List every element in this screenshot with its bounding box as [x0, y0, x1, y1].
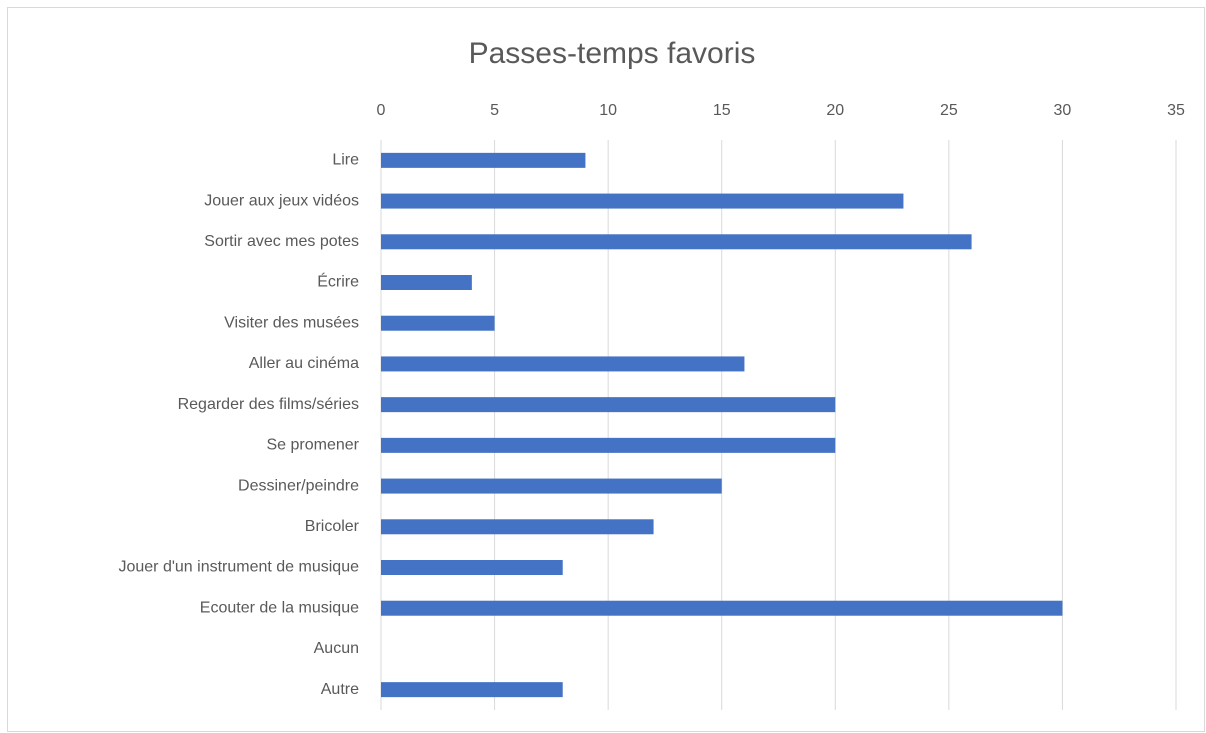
y-tick-label: Jouer aux jeux vidéos	[204, 192, 359, 209]
bar	[381, 234, 972, 250]
bar	[381, 193, 904, 209]
x-tick-label: 30	[1054, 102, 1072, 119]
bar	[381, 152, 586, 168]
y-tick-label: Aucun	[314, 640, 359, 657]
x-tick-label: 35	[1167, 102, 1185, 119]
x-tick-label: 0	[377, 102, 386, 119]
x-tick-label: 25	[940, 102, 958, 119]
y-tick-label: Regarder des films/séries	[178, 396, 359, 413]
x-tick-label: 10	[599, 102, 617, 119]
y-tick-label: Sortir avec mes potes	[204, 233, 359, 250]
bar	[381, 682, 563, 698]
y-tick-label: Dessiner/peindre	[238, 477, 359, 494]
bar	[381, 437, 836, 453]
x-tick-label: 20	[826, 102, 844, 119]
x-tick-label: 15	[713, 102, 731, 119]
y-tick-label: Aller au cinéma	[249, 355, 359, 372]
y-tick-label: Écrire	[317, 272, 359, 291]
y-tick-label: Lire	[332, 152, 359, 169]
bar	[381, 315, 495, 331]
y-tick-label: Ecouter de la musique	[200, 599, 359, 616]
y-tick-label: Visiter des musées	[224, 314, 359, 331]
y-tick-label: Jouer d'un instrument de musique	[118, 559, 359, 576]
bar	[381, 356, 745, 372]
y-tick-label: Autre	[321, 681, 359, 698]
bar	[381, 275, 472, 290]
y-tick-label: Bricoler	[305, 518, 360, 535]
bar	[381, 478, 722, 494]
y-tick-label: Se promener	[267, 437, 360, 454]
bar	[381, 560, 563, 575]
bar	[381, 397, 836, 413]
x-tick-label: 5	[490, 102, 499, 119]
chart-title: Passes-temps favoris	[469, 37, 756, 70]
bar	[381, 600, 1063, 616]
bar	[381, 519, 654, 535]
